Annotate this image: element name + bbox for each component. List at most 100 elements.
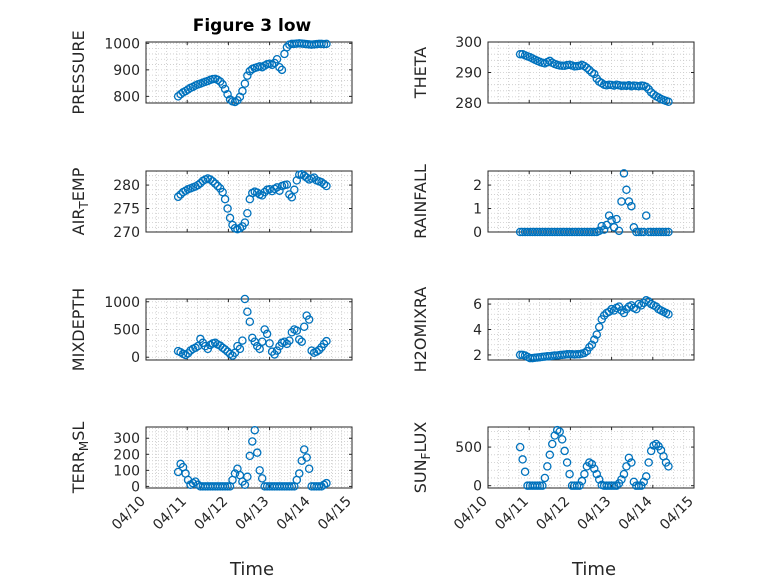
data-point	[604, 307, 614, 316]
y-tick-label: 275	[113, 202, 140, 218]
data-point	[637, 301, 646, 310]
data-point	[233, 341, 242, 351]
y-axis-label: TERRMSL	[69, 422, 91, 495]
data-point	[646, 446, 656, 456]
y-tick-label: 1	[473, 202, 482, 218]
data-point	[617, 475, 626, 484]
data-point	[617, 306, 626, 315]
data-point	[213, 181, 222, 191]
data-point	[612, 214, 621, 224]
y-tick-label: 1000	[104, 36, 140, 52]
x-axis-label-left: Time	[229, 559, 274, 580]
data-point	[557, 435, 567, 444]
data-point	[262, 329, 272, 339]
data-point	[248, 437, 257, 446]
data-point	[193, 180, 203, 190]
y-tick-label: 500	[113, 323, 140, 339]
data-point	[590, 464, 599, 473]
y-tick-label: 900	[113, 63, 140, 79]
data-point	[223, 89, 232, 99]
data-point	[609, 481, 619, 490]
data-point	[287, 193, 297, 202]
data-point	[228, 351, 237, 360]
data-point	[582, 63, 592, 73]
x-tick-label: 04/15	[657, 494, 697, 534]
series-markers	[173, 425, 331, 491]
data-point	[619, 169, 629, 178]
y-tick-label: 800	[113, 89, 140, 105]
y-axis-label: H2OMIXRA	[411, 287, 430, 373]
axes-box	[487, 426, 695, 489]
data-point	[641, 211, 651, 220]
data-point	[664, 309, 673, 319]
data-point	[240, 79, 250, 88]
data-point	[518, 455, 527, 464]
y-axis-label: SUNFLUX	[411, 422, 433, 494]
data-point	[572, 481, 582, 490]
data-point	[304, 315, 314, 324]
data-point	[220, 482, 230, 491]
data-point	[240, 480, 250, 490]
data-point	[238, 86, 247, 96]
x-tick-label: 04/13	[233, 494, 273, 534]
y-tick-label: 300	[113, 431, 140, 447]
data-point	[599, 225, 609, 234]
x-tick-label: 04/15	[315, 494, 355, 534]
data-point	[223, 482, 232, 491]
x-tick-label: 04/11	[492, 494, 532, 534]
series-markers	[173, 170, 331, 234]
data-point	[243, 71, 252, 80]
data-point	[587, 340, 597, 349]
data-point	[627, 201, 636, 211]
data-point	[245, 451, 255, 461]
data-point	[612, 481, 621, 490]
y-tick-label: 0	[131, 350, 140, 366]
data-point	[538, 481, 547, 490]
data-point	[644, 458, 653, 467]
data-point	[322, 478, 331, 488]
data-point	[535, 481, 545, 490]
data-point	[515, 49, 525, 59]
data-point	[590, 69, 599, 79]
data-point	[594, 322, 604, 332]
subplot-3: 270 275 280 AIRTEMP	[69, 167, 353, 241]
data-point	[285, 336, 294, 345]
data-point	[245, 317, 255, 326]
data-point	[560, 446, 569, 456]
data-point	[240, 218, 250, 227]
series-markers	[173, 294, 331, 360]
series-markers	[515, 49, 673, 107]
y-tick-label: 0	[131, 479, 140, 495]
x-tick-label: 04/10	[109, 494, 149, 534]
data-point	[614, 226, 624, 236]
y-tick-label: 200	[113, 447, 140, 463]
x-tick-label: 04/13	[575, 494, 615, 534]
y-tick-label: 100	[113, 463, 140, 479]
figure-title: Figure 3 low	[193, 16, 312, 36]
data-point	[533, 481, 542, 490]
data-point	[285, 482, 294, 491]
data-point	[220, 84, 230, 94]
x-tick-label: 04/12	[533, 494, 573, 534]
y-tick-label: 500	[455, 440, 482, 456]
data-point	[210, 179, 220, 188]
series-markers	[173, 39, 331, 107]
data-point	[265, 339, 274, 348]
data-point	[575, 481, 584, 490]
x-tick-label: 04/11	[150, 494, 190, 534]
y-axis-label: PRESSURE	[69, 30, 88, 114]
data-point	[548, 439, 557, 449]
subplot-5: 0 500 1000 MIXDEPTH	[69, 288, 353, 371]
data-point	[592, 469, 602, 479]
data-point	[252, 341, 262, 351]
data-point	[604, 211, 614, 220]
data-point	[280, 337, 289, 346]
data-point	[292, 326, 302, 335]
data-point	[314, 345, 324, 355]
y-tick-label: 280	[455, 96, 482, 112]
data-point	[243, 307, 252, 317]
y-tick-label: 2	[473, 348, 482, 364]
data-point	[590, 335, 599, 344]
data-point	[235, 223, 245, 233]
